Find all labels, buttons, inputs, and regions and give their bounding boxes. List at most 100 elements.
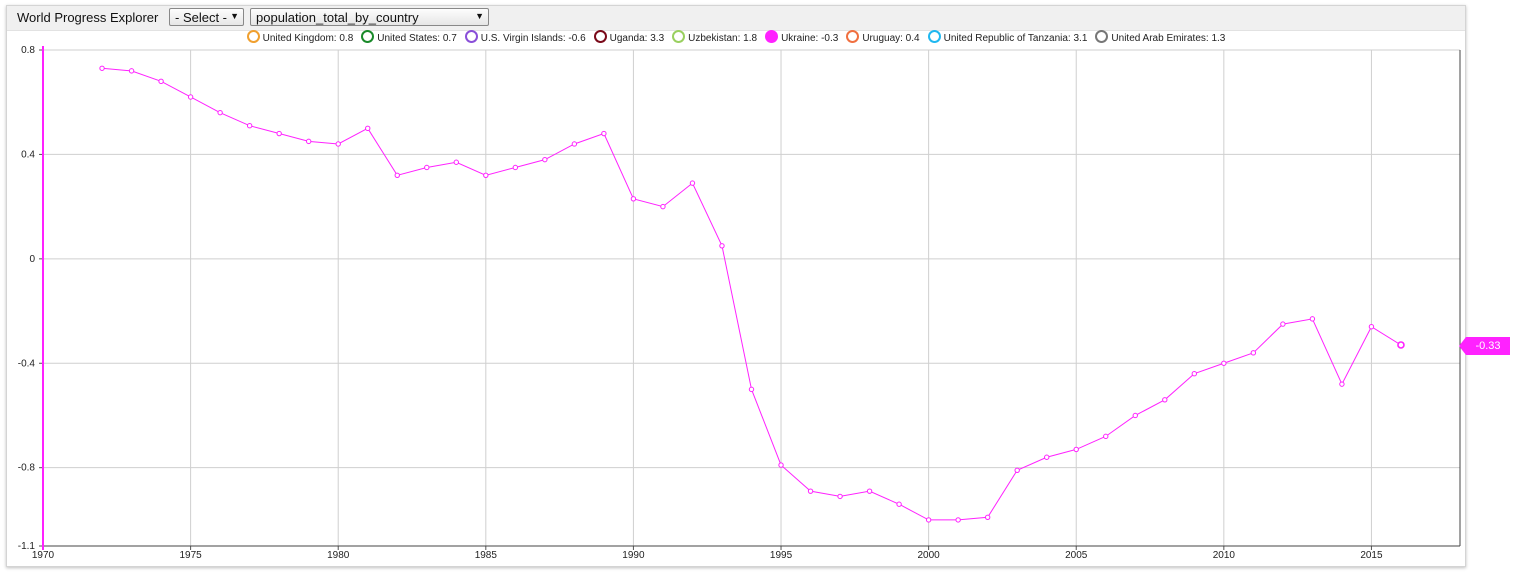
data-point xyxy=(158,78,164,85)
legend-swatch-icon xyxy=(927,30,941,43)
x-tick-label: 2005 xyxy=(1065,550,1088,561)
legend-swatch-icon xyxy=(246,30,260,43)
data-point xyxy=(689,180,696,186)
data-point xyxy=(1397,341,1405,349)
data-point xyxy=(542,156,548,163)
data-point xyxy=(1132,412,1138,419)
x-tick-label: 2010 xyxy=(1213,550,1236,561)
data-point xyxy=(365,125,371,132)
legend: United Kingdom: 0.8 United States: 0.7 U.S… xyxy=(7,30,1465,46)
legend-item[interactable]: Uzbekistan: 1.8 xyxy=(672,30,757,46)
data-point xyxy=(601,130,607,137)
x-tick-label: 1990 xyxy=(622,550,645,561)
x-tick-label: 1970 xyxy=(32,550,55,561)
legend-label: Uganda: 3.3 xyxy=(609,33,665,44)
series-line xyxy=(101,67,1402,521)
data-point xyxy=(217,109,223,116)
data-point xyxy=(748,386,755,393)
legend-swatch-icon xyxy=(464,30,478,43)
legend-item[interactable]: United Kingdom: 0.8 xyxy=(246,30,354,46)
data-point xyxy=(453,159,459,165)
data-point xyxy=(719,243,725,249)
data-point xyxy=(512,164,519,171)
data-point xyxy=(1280,321,1286,327)
current-value-tag: -0.33 xyxy=(1459,337,1510,355)
data-point xyxy=(630,196,637,202)
data-point xyxy=(246,123,253,129)
data-point xyxy=(778,462,784,468)
legend-label: Uzbekistan: 1.8 xyxy=(688,33,758,44)
data-point xyxy=(571,141,578,147)
legend-swatch-icon xyxy=(593,30,607,43)
data-point xyxy=(925,517,932,523)
dropdown-arrow-icon: ▼ xyxy=(230,11,239,21)
data-point xyxy=(1073,446,1079,453)
data-point xyxy=(394,172,400,179)
x-tick-label: 1995 xyxy=(770,550,793,561)
data-point xyxy=(335,141,341,147)
data-point xyxy=(1221,360,1227,366)
y-tick-label: -0.8 xyxy=(18,463,36,474)
legend-item[interactable]: Ukraine: -0.3 xyxy=(765,30,838,46)
data-point xyxy=(1309,316,1316,322)
data-point xyxy=(866,488,873,494)
legend-swatch-icon xyxy=(1095,30,1109,43)
x-tick-label: 1985 xyxy=(475,550,498,561)
data-point xyxy=(955,517,961,523)
legend-item[interactable]: U.S. Virgin Islands: -0.6 xyxy=(464,30,586,46)
data-point xyxy=(424,164,430,171)
data-point xyxy=(984,514,991,520)
y-tick-label: -1.1 xyxy=(18,541,36,552)
legend-item[interactable]: United Arab Emirates: 1.3 xyxy=(1095,30,1225,46)
legend-swatch-icon xyxy=(765,30,779,43)
data-point xyxy=(1191,371,1198,377)
data-point xyxy=(305,138,312,145)
legend-label: U.S. Virgin Islands: -0.6 xyxy=(480,33,586,44)
x-tick-label: 1975 xyxy=(179,550,202,561)
y-tick-label: -0.4 xyxy=(18,358,36,369)
y-tick-label: 0 xyxy=(29,254,35,265)
dataset-select[interactable]: population_total_by_country ▼ xyxy=(250,8,489,26)
x-tick-label: 1980 xyxy=(327,550,350,561)
x-tick-label: 2000 xyxy=(918,550,941,561)
legend-item[interactable]: United Republic of Tanzania: 3.1 xyxy=(927,30,1088,46)
legend-swatch-icon xyxy=(672,30,686,43)
dropdown-arrow-icon: ▼ xyxy=(475,11,484,21)
country-select-value: - Select - xyxy=(175,10,228,25)
legend-item[interactable]: Uruguay: 0.4 xyxy=(846,30,920,46)
legend-item[interactable]: Uganda: 3.3 xyxy=(593,30,665,46)
data-point xyxy=(837,493,843,500)
y-tick-label: 0.8 xyxy=(21,45,35,56)
app-title: World Progress Explorer xyxy=(17,10,159,25)
legend-label: United Arab Emirates: 1.3 xyxy=(1111,33,1226,44)
legend-label: United States: 0.7 xyxy=(377,33,457,44)
data-point xyxy=(1014,467,1020,473)
legend-item[interactable]: United States: 0.7 xyxy=(361,30,457,46)
data-point xyxy=(1044,454,1050,460)
data-point xyxy=(483,172,489,179)
x-tick-label: 2015 xyxy=(1360,550,1383,561)
data-point xyxy=(807,488,814,494)
legend-label: United Kingdom: 0.8 xyxy=(262,33,354,44)
data-point xyxy=(276,130,282,137)
toolbar: World Progress Explorer - Select - ▼ pop… xyxy=(7,6,1465,31)
data-point xyxy=(99,65,105,71)
data-point xyxy=(1103,433,1109,440)
data-point xyxy=(1339,381,1345,387)
data-point xyxy=(128,68,135,74)
chart-panel: World Progress Explorer - Select - ▼ pop… xyxy=(6,5,1466,567)
legend-swatch-icon xyxy=(361,30,375,43)
data-point xyxy=(896,501,902,507)
data-point xyxy=(660,203,666,210)
country-select[interactable]: - Select - ▼ xyxy=(169,8,244,26)
data-point xyxy=(1162,397,1168,403)
dataset-select-value: population_total_by_country xyxy=(256,10,419,25)
y-tick-label: 0.4 xyxy=(21,149,35,160)
legend-swatch-icon xyxy=(846,30,860,43)
data-point xyxy=(1250,350,1257,356)
data-point xyxy=(187,94,194,100)
legend-label: United Republic of Tanzania: 3.1 xyxy=(943,33,1088,44)
legend-label: Ukraine: -0.3 xyxy=(781,33,839,44)
data-point xyxy=(1368,324,1375,330)
